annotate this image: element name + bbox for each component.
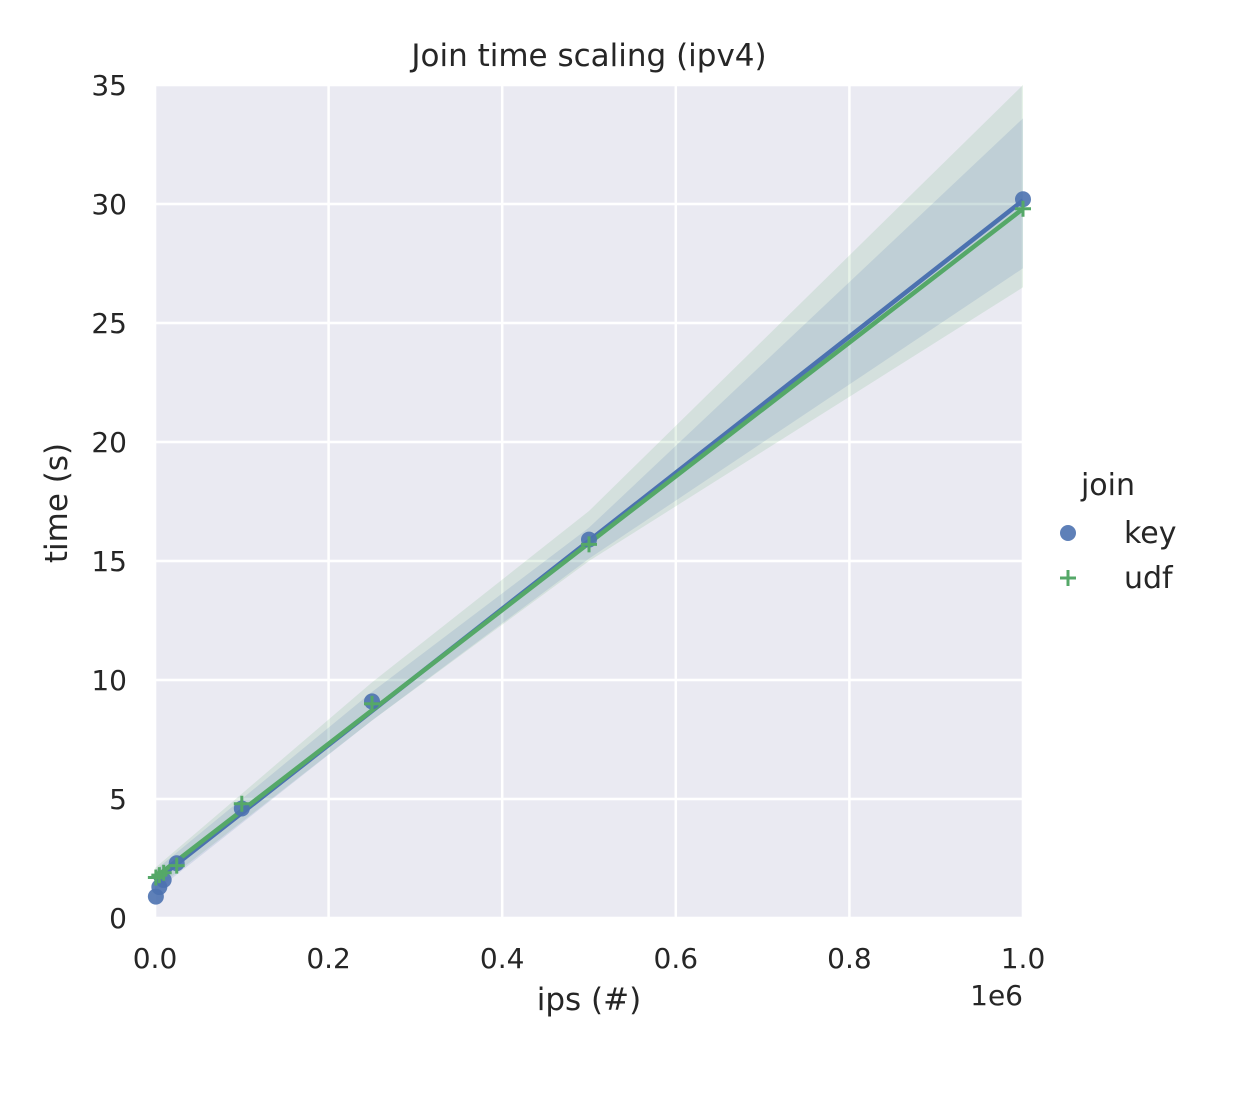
y-tick-label: 5: [109, 783, 127, 816]
udf-legend-label: udf: [1124, 561, 1174, 596]
udf-confidence-band: [155, 85, 1023, 890]
y-tick-labels: 0 5 10 15 20 25 30 35: [91, 69, 127, 935]
legend-title: join: [1080, 468, 1135, 503]
legend: join key udf: [1060, 468, 1177, 596]
udf-point: [364, 695, 380, 712]
key-point: [1015, 191, 1031, 208]
grid: [153, 83, 1025, 920]
y-tick-label: 35: [91, 69, 127, 102]
x-axis-label: ips (#): [537, 982, 641, 1018]
y-tick-label: 25: [91, 307, 127, 340]
x-tick-label: 0.2: [306, 942, 351, 975]
udf-point: [1015, 200, 1031, 217]
y-tick-label: 20: [91, 426, 127, 459]
y-tick-label: 0: [109, 902, 127, 935]
y-tick-label: 30: [91, 188, 127, 221]
x-tick-label: 0.4: [480, 942, 525, 975]
x-offset-label: 1e6: [970, 979, 1023, 1012]
y-tick-label: 15: [91, 545, 127, 578]
x-tick-label: 0.0: [133, 942, 178, 975]
udf-point: [155, 864, 172, 881]
udf-point: [581, 536, 597, 553]
plot-area: [155, 85, 1023, 918]
udf-point: [233, 795, 250, 812]
key-legend-marker: [1060, 525, 1076, 541]
chart-title: Join time scaling (ipv4): [409, 38, 766, 74]
y-axis-label: time (s): [39, 443, 75, 563]
x-tick-label: 0.8: [827, 942, 872, 975]
udf-legend-marker: [1060, 570, 1076, 586]
y-tick-label: 10: [91, 664, 127, 697]
x-tick-labels: 0.0 0.2 0.4 0.6 0.8 1.0: [133, 942, 1046, 975]
udf-point: [168, 857, 185, 874]
x-tick-label: 0.6: [654, 942, 699, 975]
data-points: [147, 191, 1031, 905]
x-tick-label: 1.0: [1001, 942, 1046, 975]
key-legend-label: key: [1124, 516, 1177, 551]
